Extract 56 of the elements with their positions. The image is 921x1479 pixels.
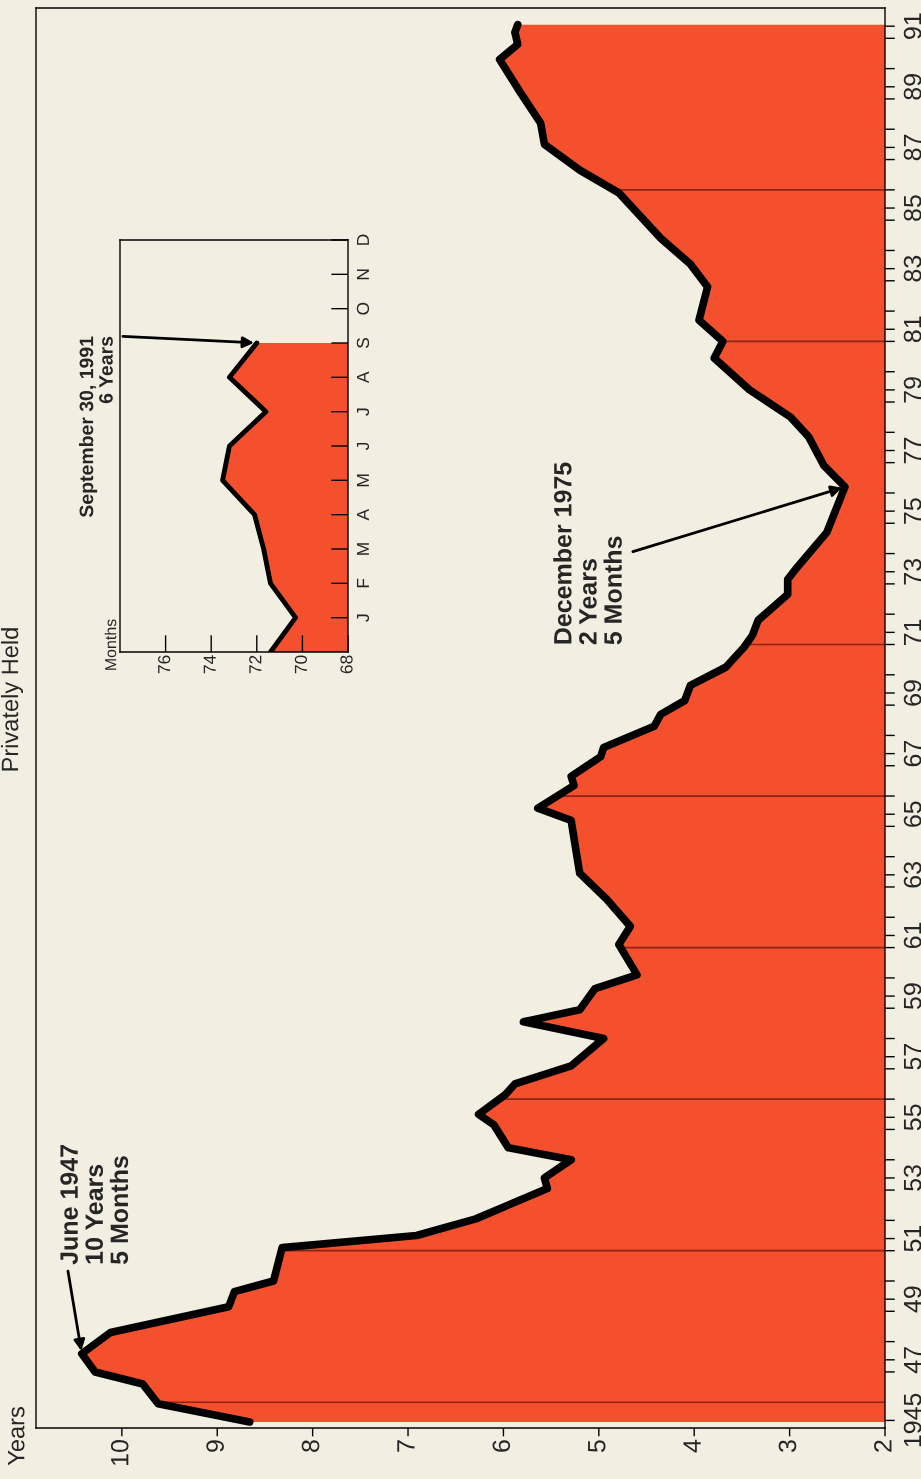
y-tick-label: 91 [903, 13, 921, 39]
y-tick-label: 59 [903, 983, 921, 1009]
x-tick-label: 68 [340, 655, 353, 674]
y-tick-label: J [356, 408, 370, 416]
y-tick-label: D [356, 234, 369, 245]
y-tick-label: 79 [903, 377, 921, 403]
y-tick-label: 81 [903, 316, 921, 343]
y-tick-label: 63 [903, 862, 921, 888]
annotation: December 1975 2 Years 5 Months [553, 462, 622, 645]
y-tick-label: F [356, 578, 369, 588]
y-tick-label: 61 [903, 922, 921, 949]
text: Privately Held [0, 628, 23, 771]
y-tick-label: 87 [903, 134, 921, 161]
y-tick-label: N [356, 269, 369, 280]
y-tick-label: J [356, 614, 370, 622]
x-tick-label: 4 [683, 1439, 701, 1453]
y-tick-label: 83 [903, 255, 921, 282]
y-tick-label: 53 [903, 1165, 921, 1191]
y-tick-label: 73 [903, 558, 921, 585]
y-tick-label: 85 [903, 195, 921, 221]
y-tick-label: 55 [903, 1104, 921, 1131]
annotation: June 1947 10 Years 5 Months [60, 1145, 129, 1265]
x-tick-label: 8 [301, 1440, 320, 1452]
x-tick-label: 74 [203, 655, 216, 674]
y-tick-label: O [356, 302, 370, 315]
x-tick-label: 7 [397, 1440, 415, 1452]
y-tick-label: 89 [903, 74, 921, 100]
y-tick-label: S [356, 338, 370, 348]
y-tick-label: 1945 [903, 1393, 921, 1447]
y-tick-label: 49 [903, 1286, 921, 1313]
y-tick-label: A [356, 371, 369, 384]
y-tick-label: 47 [903, 1347, 921, 1374]
x-tick-label: 76 [157, 655, 171, 674]
x-tick-label: 10 [110, 1440, 129, 1466]
y-tick-label: 75 [903, 498, 921, 524]
y-tick-label: A [356, 508, 369, 521]
x-tick-label: 2 [874, 1440, 892, 1452]
y-axis-title: Years [8, 1407, 25, 1466]
y-tick-label: 69 [903, 680, 921, 706]
y-tick-label: 57 [903, 1044, 921, 1070]
x-tick-label: 70 [294, 655, 308, 674]
x-tick-label: 9 [206, 1440, 224, 1452]
x-tick-label: 72 [249, 655, 262, 674]
y-tick-label: J [356, 442, 370, 451]
y-tick-label: 51 [903, 1225, 921, 1252]
y-axis-title: Months [104, 619, 117, 670]
y-tick-label: 65 [903, 801, 921, 827]
annotation: September 30, 1991 6 Years [79, 336, 113, 518]
y-tick-label: 77 [903, 437, 921, 464]
y-tick-label: 67 [903, 740, 921, 767]
y-tick-label: 71 [903, 619, 921, 645]
y-tick-label: M [356, 543, 369, 555]
x-tick-label: 5 [588, 1440, 606, 1453]
y-tick-label: M [356, 474, 369, 487]
x-tick-label: 6 [492, 1440, 511, 1452]
x-tick-label: 3 [778, 1440, 797, 1453]
